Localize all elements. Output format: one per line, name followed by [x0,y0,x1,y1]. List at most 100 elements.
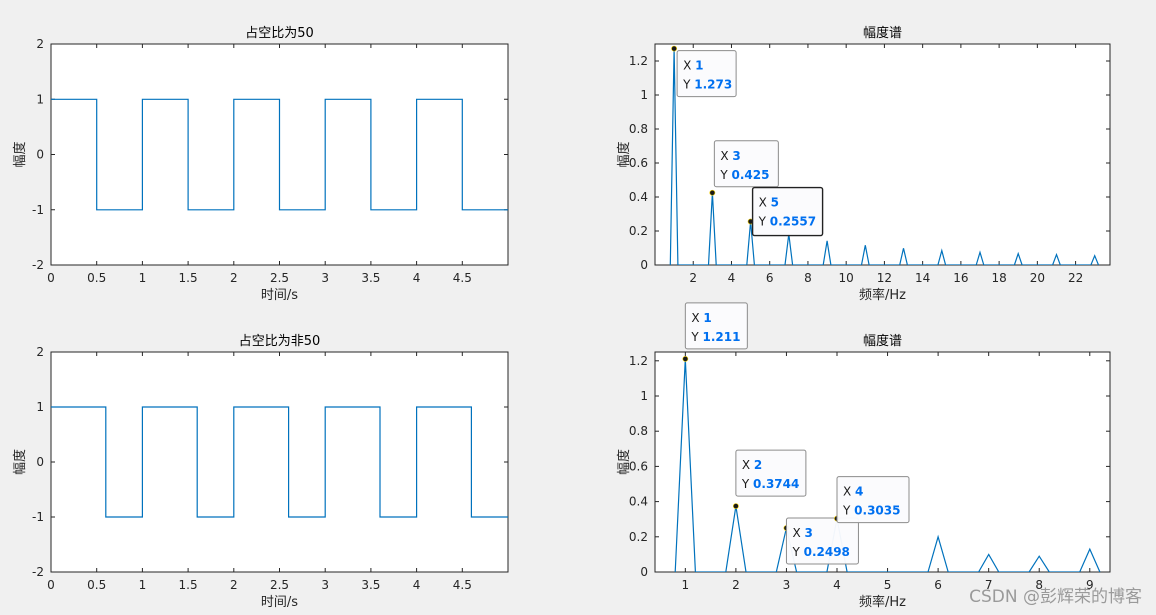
x-tick-label: 0.5 [87,271,106,285]
y-tick-label: 2 [36,345,44,359]
x-tick-label: 0.5 [87,578,106,592]
datatip-y-key: Y [690,330,702,344]
y-tick-label: 2 [36,37,44,51]
datatip-y-value: 0.425 [732,168,770,182]
datatip-y-text: Y 0.3744 [741,477,799,491]
datatip-x-value: 3 [732,149,740,163]
datatip-x-key: X [691,311,703,325]
datatip-box [735,449,807,497]
chart-title: 幅度谱 [863,333,902,349]
x-tick-label: 3 [321,271,329,285]
chart-2: 2 4 6 8 10 12 14 16 18 20 22 0 0.2 0.4 0.6 0.8 1 1.2 幅度谱频率… [616,25,1111,303]
x-tick-label: 2.5 [270,578,289,592]
y-tick-label: 0.4 [629,190,648,204]
y-tick-label: -2 [32,258,44,272]
y-axis-label: 幅度 [616,141,632,167]
datatip-y-value: 1.211 [702,330,740,344]
x-tick-label: 0 [47,578,55,592]
datatip-box [684,302,748,350]
x-tick-label: 9 [1086,578,1094,592]
datatip-box [751,186,824,237]
y-axis-label: 幅度 [616,449,632,475]
datatip-x-text: X 3 [720,149,740,163]
x-tick-label: 2 [689,271,697,285]
chart-title: 幅度谱 [863,25,902,41]
datatip-y-text: Y 1.273 [682,78,732,92]
datatip-x-text: X 1 [691,311,711,325]
y-tick-label: 0.4 [629,495,648,509]
x-tick-label: 10 [839,271,854,285]
datatip-x-value: 1 [703,311,711,325]
x-tick-label: 2.5 [270,271,289,285]
x-tick-label: 4 [728,271,736,285]
datatip-box [713,140,779,188]
x-tick-label: 4.5 [453,578,472,592]
datatip-y-value: 0.2557 [770,215,816,229]
series-line [51,406,508,518]
y-axis-label: 幅度 [12,141,28,167]
datatip-y-key: Y [719,168,731,182]
datatip-x-text: X 3 [792,526,812,540]
y-tick-label: 1 [36,400,44,414]
datatip-marker [732,503,739,510]
datatip: X 3 Y 0.2498 [783,517,859,565]
x-tick-label: 2 [230,578,238,592]
x-tick-label: 3.5 [361,578,380,592]
datatip: X 2 Y 0.3744 [732,449,807,510]
datatip: X 5Y 0.2557 [747,186,824,237]
datatip-x-text: X 4 [843,485,863,499]
datatip-x-value: 5 [771,196,779,210]
x-tick-label: 4 [413,578,421,592]
y-tick-label: 1 [640,88,648,102]
watermark: CSDN @彭辉荣的博客 [969,587,1142,607]
x-tick-label: 5 [884,578,892,592]
y-tick-label: 0.8 [629,424,648,438]
datatip-x-key: X [792,526,804,540]
x-tick-label: 1 [139,578,147,592]
datatip-x-key: X [742,458,754,472]
x-tick-label: 2 [732,578,740,592]
x-tick-label: 4 [833,578,841,592]
x-axis-label: 频率/Hz [859,594,906,610]
x-tick-label: 1.5 [179,271,198,285]
x-tick-label: 7 [985,578,993,592]
y-tick-label: 1.2 [629,354,648,368]
datatip-x-value: 3 [804,526,812,540]
datatip: X 1 Y 1.273 [671,45,737,98]
datatip-y-value: 1.273 [694,78,732,92]
datatip-y-text: Y 0.2498 [791,545,849,559]
x-tick-label: 8 [1035,578,1043,592]
x-axis-label: 时间/s [261,595,298,610]
datatip: X 4Y 0.3035 [834,476,910,524]
y-axis-label: 幅度 [12,449,28,475]
y-tick-label: 1.2 [629,54,648,68]
datatip-y-value: 0.3035 [854,504,900,518]
plot-area [654,351,1111,573]
y-tick-label: -1 [32,510,44,524]
x-tick-label: 6 [934,578,942,592]
datatip-x-key: X [683,59,695,73]
x-tick-label: 16 [953,271,968,285]
y-tick-label: 0.2 [629,530,648,544]
datatip-x-value: 1 [695,59,703,73]
datatip-x-text: X 2 [742,458,762,472]
datatip-y-key: Y [741,477,753,491]
x-tick-label: 3 [783,578,791,592]
datatip: X 3 Y 0.425 [709,140,779,196]
x-tick-label: 2 [230,271,238,285]
x-tick-label: 3.5 [361,271,380,285]
datatip-y-value: 0.2498 [804,545,850,559]
y-tick-label: 0 [36,148,44,162]
chart-title: 占空比为50 [245,26,314,41]
plot-area [50,351,509,573]
x-tick-label: 0 [47,271,55,285]
datatip-marker [709,189,716,196]
datatip: X 1Y 1.211 [682,302,748,362]
chart-1: 0 0.5 1 1.5 2 2.5 3 3.5 4 4.5 -2 -1 0 1 2 占空比为50 时间/s 幅度 [12,26,509,303]
x-tick-label: 20 [1030,271,1045,285]
x-tick-label: 1 [682,578,690,592]
x-tick-label: 12 [877,271,892,285]
datatip-marker [671,45,678,52]
